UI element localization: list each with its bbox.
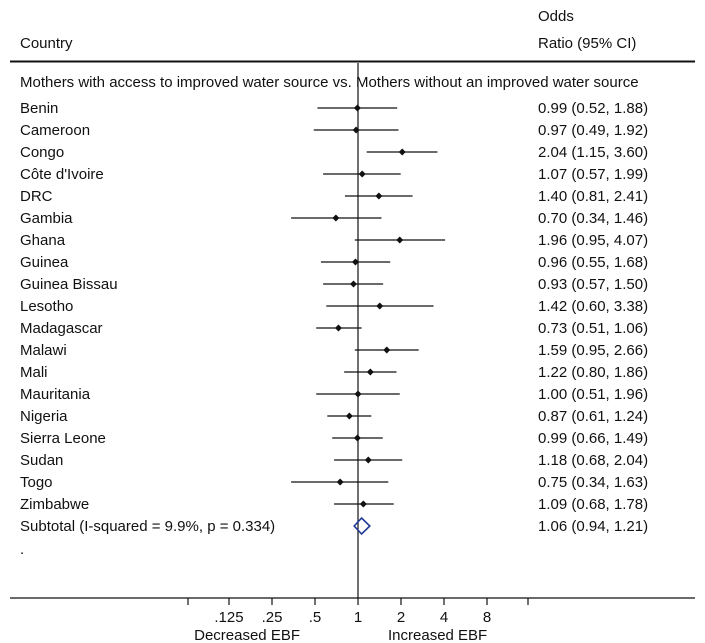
odds-ratio-point — [336, 478, 344, 486]
row-odds-ratio-text: 0.70 (0.34, 1.46) — [538, 210, 648, 227]
odds-ratio-header-line1: Odds — [538, 8, 574, 25]
x-tick-label: 1 — [354, 609, 362, 626]
x-tick-label: .25 — [262, 609, 283, 626]
row-country-label: DRC — [20, 188, 53, 205]
odds-ratio-point — [396, 236, 404, 244]
row-odds-ratio-text: 2.04 (1.15, 3.60) — [538, 144, 648, 161]
row-odds-ratio-text: 0.75 (0.34, 1.63) — [538, 474, 648, 491]
increased-ebf-caption: Increased EBF — [388, 627, 487, 643]
row-country-label: Mali — [20, 364, 48, 381]
x-tick-label: .5 — [309, 609, 322, 626]
row-odds-ratio-text: 1.09 (0.68, 1.78) — [538, 496, 648, 513]
row-odds-ratio-text: 1.42 (0.60, 3.38) — [538, 298, 648, 315]
subtotal-row: Subtotal (I-squared = 9.9%, p = 0.334) 1.… — [20, 516, 648, 536]
row-country-label: Ghana — [20, 232, 66, 249]
odds-ratio-point — [375, 192, 383, 200]
odds-ratio-point — [332, 214, 340, 222]
trailing-row-dot: . — [20, 541, 24, 558]
odds-ratio-point — [352, 126, 360, 134]
row-country-label: Guinea — [20, 254, 69, 271]
row-country-label: Gambia — [20, 210, 73, 227]
odds-ratio-point — [334, 324, 342, 332]
forest-row: Malawi 1.59 (0.95, 2.66) — [20, 342, 648, 359]
odds-ratio-point — [398, 148, 406, 156]
row-country-label: Côte d'Ivoire — [20, 166, 104, 183]
row-odds-ratio-text: 0.96 (0.55, 1.68) — [538, 254, 648, 271]
odds-ratio-point — [359, 500, 367, 508]
group-label: Mothers with access to improved water so… — [20, 74, 639, 91]
odds-ratio-point — [364, 456, 372, 464]
row-odds-ratio-text: 1.07 (0.57, 1.99) — [538, 166, 648, 183]
row-country-label: Congo — [20, 144, 64, 161]
decreased-ebf-caption: Decreased EBF — [194, 627, 300, 643]
row-odds-ratio-text: 1.40 (0.81, 2.41) — [538, 188, 648, 205]
x-tick-label: 4 — [440, 609, 448, 626]
row-odds-ratio-text: 1.22 (0.80, 1.86) — [538, 364, 648, 381]
row-odds-ratio-text: 1.59 (0.95, 2.66) — [538, 342, 648, 359]
x-tick-label: 2 — [397, 609, 405, 626]
forest-row: Guinea Bissau 0.93 (0.57, 1.50) — [20, 276, 648, 293]
row-odds-ratio-text: 0.93 (0.57, 1.50) — [538, 276, 648, 293]
row-odds-ratio-text: 0.97 (0.49, 1.92) — [538, 122, 648, 139]
pooled-estimate-diamond — [353, 516, 371, 536]
row-country-label: Mauritania — [20, 386, 91, 403]
row-odds-ratio-text: 0.99 (0.52, 1.88) — [538, 100, 648, 117]
row-country-label: Guinea Bissau — [20, 276, 118, 293]
forest-row: Sierra Leone 0.99 (0.66, 1.49) — [20, 430, 648, 447]
row-country-label: Sudan — [20, 452, 63, 469]
subtotal-odds-ratio-text: 1.06 (0.94, 1.21) — [538, 518, 648, 535]
row-country-label: Madagascar — [20, 320, 103, 337]
odds-ratio-point — [366, 368, 374, 376]
row-odds-ratio-text: 0.87 (0.61, 1.24) — [538, 408, 648, 425]
row-country-label: Zimbabwe — [20, 496, 89, 513]
forest-row: Nigeria 0.87 (0.61, 1.24) — [20, 408, 648, 425]
subtotal-label: Subtotal (I-squared = 9.9%, p = 0.334) — [20, 518, 275, 535]
forest-row: Gambia 0.70 (0.34, 1.46) — [20, 210, 648, 227]
forest-row: Guinea 0.96 (0.55, 1.68) — [20, 254, 648, 271]
row-country-label: Togo — [20, 474, 53, 491]
odds-ratio-point — [349, 280, 357, 288]
forest-row: Zimbabwe 1.09 (0.68, 1.78) — [20, 496, 648, 513]
x-tick-label: 8 — [483, 609, 491, 626]
row-country-label: Lesotho — [20, 298, 73, 315]
rows-layer: Benin 0.99 (0.52, 1.88) Cameroon 0.97 (0.49… — [20, 63, 648, 598]
row-odds-ratio-text: 1.18 (0.68, 2.04) — [538, 452, 648, 469]
forest-row: Madagascar 0.73 (0.51, 1.06) — [20, 320, 648, 337]
row-odds-ratio-text: 1.96 (0.95, 4.07) — [538, 232, 648, 249]
row-odds-ratio-text: 0.73 (0.51, 1.06) — [538, 320, 648, 337]
forest-row: Mauritania 1.00 (0.51, 1.96) — [20, 386, 648, 403]
odds-ratio-point — [354, 390, 362, 398]
odds-ratio-point — [383, 346, 391, 354]
row-country-label: Malawi — [20, 342, 67, 359]
forest-row: Sudan 1.18 (0.68, 2.04) — [20, 452, 648, 469]
row-country-label: Cameroon — [20, 122, 90, 139]
row-country-label: Nigeria — [20, 408, 68, 425]
forest-row: Mali 1.22 (0.80, 1.86) — [20, 364, 648, 381]
row-country-label: Sierra Leone — [20, 430, 106, 447]
forest-row: Congo 2.04 (1.15, 3.60) — [20, 144, 648, 161]
forest-row: Benin 0.99 (0.52, 1.88) — [20, 100, 648, 117]
odds-ratio-point — [353, 434, 361, 442]
odds-ratio-point — [353, 104, 361, 112]
forest-row: Togo 0.75 (0.34, 1.63) — [20, 474, 648, 491]
odds-ratio-point — [351, 258, 359, 266]
odds-ratio-point — [358, 170, 366, 178]
x-tick-label: .125 — [214, 609, 243, 626]
forest-row: Ghana 1.96 (0.95, 4.07) — [20, 232, 648, 249]
odds-ratio-point — [345, 412, 353, 420]
row-odds-ratio-text: 0.99 (0.66, 1.49) — [538, 430, 648, 447]
x-axis: .125 .25 .5 1 2 4 8 — [10, 597, 695, 626]
odds-ratio-header-line2: Ratio (95% CI) — [538, 35, 636, 52]
odds-ratio-point — [376, 302, 384, 310]
forest-row: Lesotho 1.42 (0.60, 3.38) — [20, 298, 648, 315]
forest-row: Cameroon 0.97 (0.49, 1.92) — [20, 122, 648, 139]
country-column-header: Country — [20, 35, 73, 52]
forest-row: Côte d'Ivoire 1.07 (0.57, 1.99) — [20, 166, 648, 183]
forest-row: DRC 1.40 (0.81, 2.41) — [20, 188, 648, 205]
row-odds-ratio-text: 1.00 (0.51, 1.96) — [538, 386, 648, 403]
row-country-label: Benin — [20, 100, 58, 117]
